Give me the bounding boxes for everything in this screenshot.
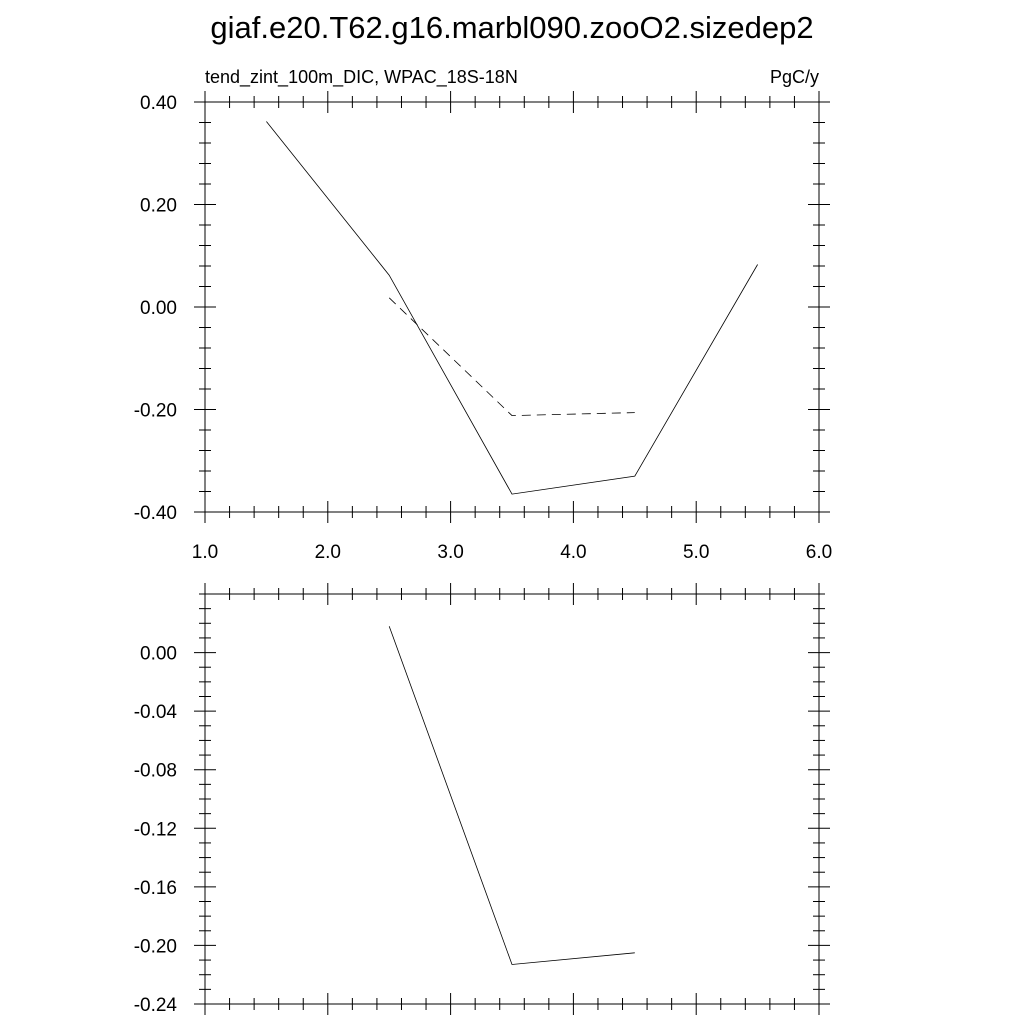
y-tick-label: -0.40 [134,503,177,524]
bottom-series-line-1-solid [388,626,635,965]
bottom-axes-ticks [194,583,830,1015]
y-tick-label: 0.40 [140,93,177,114]
bottom-panel: 0.00 -0.04 -0.08 -0.12 -0.16 -0.20 -0.24 [134,583,830,1016]
top-plot-frame [204,101,820,513]
y-tick-label: 0.20 [140,196,177,217]
top-series-line-2-dashed [388,297,635,417]
y-tick-label: -0.20 [134,401,177,422]
top-panel: tend_zint_100m_DIC, WPAC_18S-18N PgC/y 1… [134,67,833,563]
bottom-plot-frame [204,593,820,1005]
top-series-line-1-solid [266,121,758,495]
top-axes-ticks [194,91,830,523]
top-plot-lines [266,121,758,495]
y-tick-label: -0.12 [134,819,177,840]
x-tick-label: 6.0 [806,542,832,563]
top-panel-units-label: PgC/y [770,67,819,87]
y-tick-label: -0.20 [134,936,177,957]
y-tick-label: -0.16 [134,878,177,899]
figure-title: giaf.e20.T62.g16.marbl090.zooO2.sizedep2 [210,10,813,45]
x-tick-label: 5.0 [683,542,709,563]
x-tick-label: 4.0 [560,542,586,563]
y-tick-label: 0.00 [140,644,177,665]
top-axes-tick-labels: 1.0 2.0 3.0 4.0 5.0 6.0 -0.40 -0.20 0.00 0.20 0.40 [134,93,833,563]
x-tick-label: 3.0 [437,542,463,563]
y-tick-label: 0.00 [140,298,177,319]
bottom-plot-lines [388,626,635,965]
y-tick-label: -0.04 [134,702,178,723]
y-tick-label: -0.24 [134,995,178,1016]
bottom-axes-tick-labels: 0.00 -0.04 -0.08 -0.12 -0.16 -0.20 -0.24 [134,644,178,1016]
x-tick-label: 2.0 [315,542,341,563]
y-tick-label: -0.08 [134,761,177,782]
top-panel-variable-label: tend_zint_100m_DIC, WPAC_18S-18N [205,67,518,88]
x-tick-label: 1.0 [192,542,218,563]
